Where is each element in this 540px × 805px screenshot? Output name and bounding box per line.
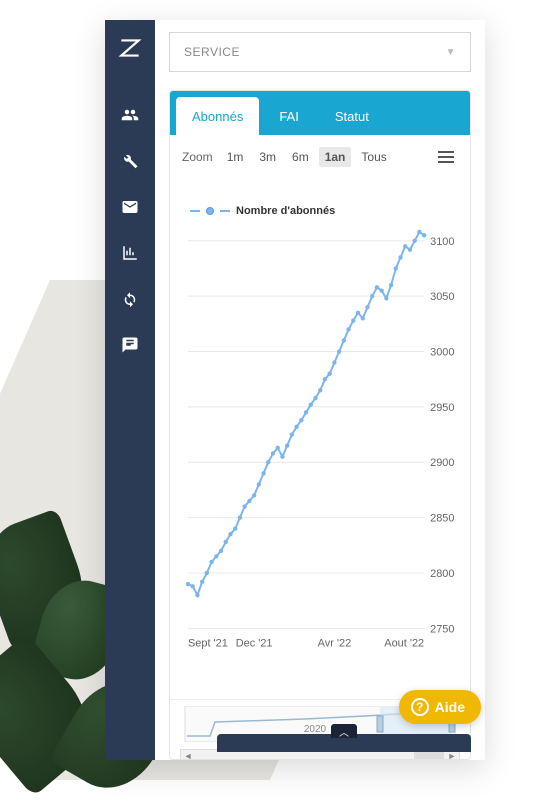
sidebar xyxy=(105,20,155,760)
line-chart: 2750 2800 2850 2900 2950 3000 3050 3100 Sept '21… xyxy=(182,179,466,699)
legend-label: Nombre d'abonnés xyxy=(236,205,335,217)
zoom-tous[interactable]: Tous xyxy=(355,147,392,167)
legend-dot-icon xyxy=(206,207,214,215)
mail-icon[interactable] xyxy=(120,197,140,217)
chart-card: Abonnés FAI Statut Zoom 1m 3m 6m 1an Tou… xyxy=(169,90,471,760)
scroll-left-icon[interactable]: ◄ xyxy=(181,751,195,760)
help-icon: ? xyxy=(411,698,429,716)
tab-abonnes[interactable]: Abonnés xyxy=(176,97,259,135)
logo[interactable] xyxy=(105,20,155,75)
chevron-down-icon: ▼ xyxy=(446,47,456,58)
zoom-1m[interactable]: 1m xyxy=(221,147,250,167)
svg-text:2800: 2800 xyxy=(430,568,454,580)
wrench-icon[interactable] xyxy=(120,151,140,171)
refresh-icon[interactable] xyxy=(120,289,140,309)
zoom-label: Zoom xyxy=(182,150,213,164)
tab-label: Abonnés xyxy=(192,109,243,124)
svg-text:2750: 2750 xyxy=(430,623,454,635)
help-button[interactable]: ? Aide xyxy=(399,690,481,724)
chart-area: Nombre d'abonnés 2750 2800 2850 2900 2950 300… xyxy=(170,175,470,699)
svg-text:2850: 2850 xyxy=(430,513,454,525)
chart-toolbar: Zoom 1m 3m 6m 1an Tous xyxy=(170,135,470,175)
service-select[interactable]: SERVICE ▼ xyxy=(169,32,471,72)
svg-text:3000: 3000 xyxy=(430,347,454,359)
zoom-6m[interactable]: 6m xyxy=(286,147,315,167)
help-label: Aide xyxy=(435,699,465,715)
svg-text:Aout '22: Aout '22 xyxy=(384,637,424,649)
legend-line-icon xyxy=(220,210,230,212)
zoom-group: Zoom 1m 3m 6m 1an Tous xyxy=(182,147,393,167)
tab-fai[interactable]: FAI xyxy=(263,97,315,135)
scroll-thumb[interactable] xyxy=(414,751,444,760)
tab-statut[interactable]: Statut xyxy=(319,97,385,135)
bottom-bar[interactable]: ︿ xyxy=(217,734,471,752)
svg-text:Sept '21: Sept '21 xyxy=(188,637,228,649)
tab-label: FAI xyxy=(279,109,299,124)
chevron-up-icon[interactable]: ︿ xyxy=(331,724,357,738)
chart-icon[interactable] xyxy=(120,243,140,263)
svg-text:3100: 3100 xyxy=(430,236,454,248)
message-icon[interactable] xyxy=(120,335,140,355)
chart-menu-icon[interactable] xyxy=(434,147,458,167)
app-window: SERVICE ▼ Abonnés FAI Statut Zoom 1m xyxy=(105,20,485,760)
zoom-3m[interactable]: 3m xyxy=(253,147,282,167)
svg-text:Avr '22: Avr '22 xyxy=(318,637,352,649)
zoom-1an[interactable]: 1an xyxy=(319,147,352,167)
svg-text:2950: 2950 xyxy=(430,402,454,414)
svg-text:Dec '21: Dec '21 xyxy=(236,637,273,649)
chart-legend[interactable]: Nombre d'abonnés xyxy=(190,205,335,217)
tabs: Abonnés FAI Statut xyxy=(170,91,470,135)
svg-text:2900: 2900 xyxy=(430,457,454,469)
svg-text:3050: 3050 xyxy=(430,291,454,303)
scroll-right-icon[interactable]: ► xyxy=(445,751,459,760)
legend-line-icon xyxy=(190,210,200,212)
main-content: SERVICE ▼ Abonnés FAI Statut Zoom 1m xyxy=(155,20,485,760)
service-select-label: SERVICE xyxy=(184,45,240,59)
tab-label: Statut xyxy=(335,109,369,124)
users-icon[interactable] xyxy=(120,105,140,125)
